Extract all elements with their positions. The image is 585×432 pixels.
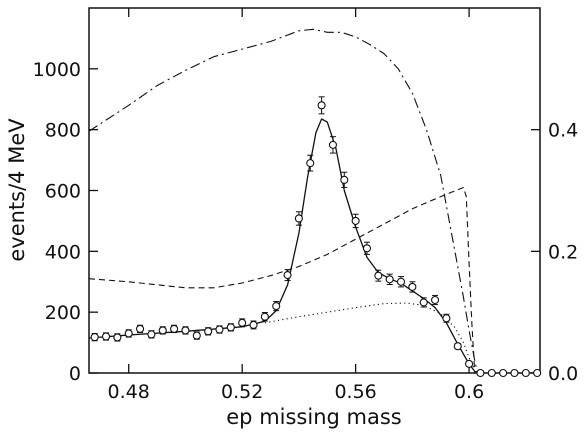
- x-tick-label: 0.56: [334, 381, 376, 403]
- data-point: [124, 329, 133, 338]
- data-point: [340, 175, 349, 184]
- y-axis-label: events/4 MeV: [5, 118, 29, 262]
- data-point: [101, 332, 111, 341]
- y-tick-label: 200: [45, 302, 81, 324]
- data-point: [533, 368, 542, 378]
- data-point: [419, 298, 428, 307]
- data-point: [158, 326, 167, 335]
- data-point: [260, 312, 269, 321]
- data-point: [521, 368, 530, 378]
- data-point: [362, 244, 372, 253]
- data-point: [465, 359, 474, 368]
- data-point: [170, 324, 179, 333]
- x-tick-label: 0.52: [221, 381, 263, 403]
- data-point: [181, 326, 190, 335]
- data-point: [317, 101, 326, 110]
- data-point: [238, 318, 247, 327]
- data-point: [328, 140, 337, 149]
- y-tick-label: 1000: [33, 59, 81, 81]
- labels-layer: 0.48 0.52 0.56 0.6 0 200 400 600 800 1000 0.0 0.2 0.…: [33, 59, 579, 403]
- data-point: [294, 214, 303, 223]
- data-point: [385, 275, 394, 284]
- data-point: [374, 271, 383, 280]
- points-layer: [90, 96, 542, 378]
- data-point: [408, 282, 417, 291]
- data-point: [215, 325, 224, 334]
- y-tick-label: 400: [45, 241, 81, 263]
- data-point: [226, 323, 235, 332]
- ticks-layer: [89, 8, 540, 374]
- series-dotted-line: [264, 302, 476, 371]
- data-point: [272, 302, 281, 311]
- y2-tick-label: 0.4: [548, 120, 578, 142]
- data-point: [453, 342, 462, 351]
- series-dashed-line: [88, 186, 476, 374]
- y2-tick-label: 0.2: [548, 241, 578, 263]
- data-point: [487, 368, 496, 378]
- data-point: [283, 271, 292, 280]
- data-point: [476, 368, 485, 378]
- x-tick-label: 0.48: [108, 381, 150, 403]
- series-dashdot-line: [88, 28, 479, 374]
- plot-frame: [88, 7, 541, 374]
- lines-layer: [88, 28, 481, 374]
- data-point: [113, 333, 122, 342]
- data-point: [499, 368, 508, 378]
- y-tick-label: 0: [69, 363, 81, 385]
- data-point: [147, 330, 156, 339]
- x-tick-label: 0.6: [454, 381, 484, 403]
- data-point: [192, 331, 201, 340]
- data-point: [249, 320, 258, 329]
- y-tick-label: 600: [45, 181, 81, 203]
- data-point: [442, 314, 451, 323]
- x-axis-label: ep missing mass: [226, 405, 401, 429]
- data-point: [351, 216, 360, 225]
- data-point: [306, 159, 315, 168]
- y-tick-label: 800: [45, 120, 81, 142]
- data-point: [136, 324, 145, 333]
- data-point: [510, 368, 519, 378]
- data-point: [90, 333, 99, 342]
- y2-tick-label: 0.0: [548, 363, 578, 385]
- data-point: [396, 277, 406, 286]
- data-point: [431, 295, 440, 305]
- data-point: [204, 327, 213, 336]
